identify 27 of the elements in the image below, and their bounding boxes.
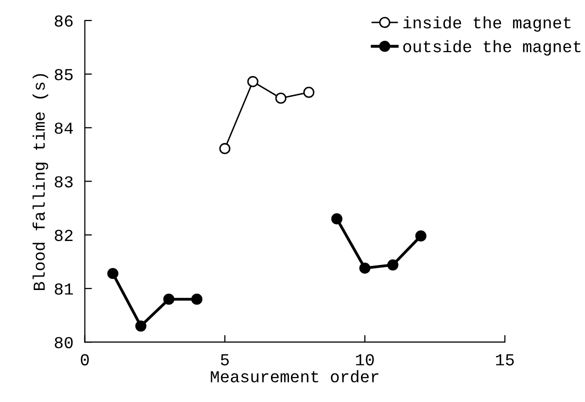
x-tick-label: 5	[220, 354, 229, 366]
point	[107, 268, 118, 280]
y-tick-label: 80	[54, 336, 73, 348]
point	[331, 213, 342, 224]
y-tick-label: 81	[54, 283, 73, 295]
x-tick-label: 10	[356, 354, 374, 366]
point	[275, 92, 286, 104]
y-tick-label: 85	[54, 68, 73, 80]
x-axis-title: Measurement order	[210, 370, 378, 382]
y-tick-label: 82	[54, 230, 73, 242]
point	[415, 230, 426, 242]
legend-label: outside the magnet	[403, 40, 581, 56]
point	[135, 320, 146, 332]
point	[191, 294, 202, 305]
legend-label: inside the magnet	[403, 16, 571, 32]
point	[387, 259, 398, 270]
y-tick-label: 83	[54, 176, 73, 188]
x-tick-label: 0	[80, 354, 89, 366]
x-tick-label: 15	[496, 354, 514, 366]
y-tick-label: 84	[54, 122, 73, 134]
point	[359, 262, 370, 274]
y-tick-label: 86	[54, 15, 73, 27]
point	[163, 294, 174, 305]
point	[219, 143, 230, 154]
point	[247, 76, 258, 88]
point	[303, 86, 314, 98]
y-axis-title: Blood falling time (s)	[32, 74, 48, 290]
